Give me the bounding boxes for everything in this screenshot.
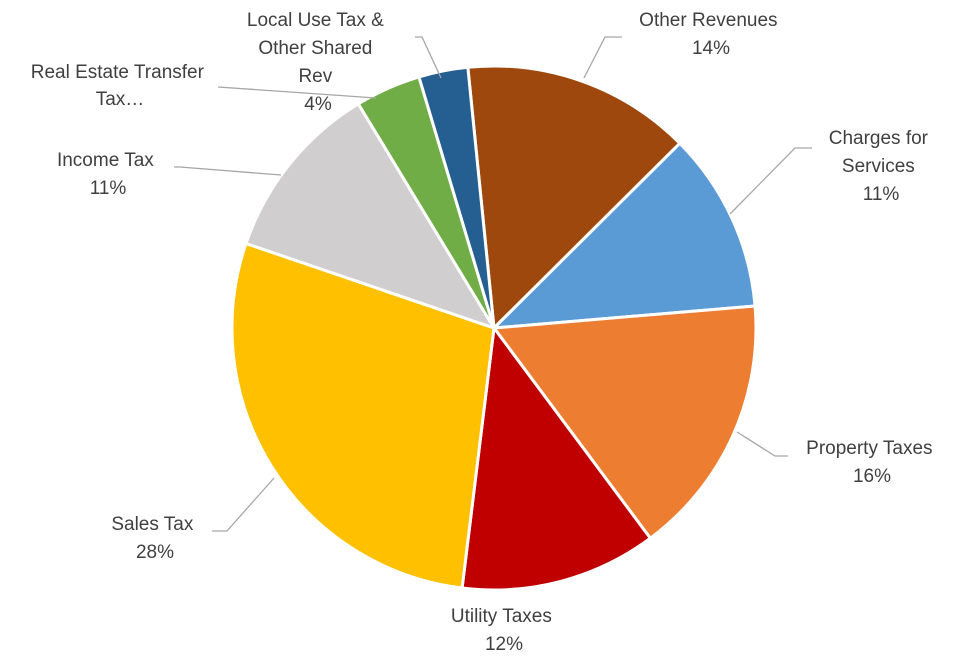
slice-property-taxes [492, 304, 758, 540]
slice-sales-tax [230, 242, 496, 590]
label-charges-for-services: Charges for Services 11% [829, 128, 934, 205]
leader-line-other-revenues [583, 36, 622, 79]
leader-line-charges-for-services [729, 147, 812, 215]
slice-local-use-tax-other-shared-rev [417, 65, 496, 330]
label-property-taxes: Property Taxes 16% [806, 438, 938, 487]
leader-line-sales-tax [212, 477, 275, 532]
leader-line-property-taxes [736, 431, 788, 457]
leader-lines [174, 36, 812, 532]
slice-other-revenues [466, 64, 682, 330]
label-other-revenues: Other Revenues 14% [639, 10, 783, 59]
slice-income-tax [244, 102, 496, 330]
leader-line-real-estate-transfer-tax [217, 86, 377, 99]
label-sales-tax: Sales Tax 28% [111, 514, 198, 563]
leader-line-income-tax [174, 166, 282, 176]
label-local-use-tax: Local Use Tax & Other Shared Rev 4% [247, 10, 389, 115]
slice-utility-taxes [460, 326, 652, 592]
slice-labels: Other Revenues 14% Charges for Services … [31, 10, 938, 655]
leader-line-local-use-tax [415, 36, 442, 79]
pie-slices [230, 64, 758, 592]
slice-charges-for-services [492, 141, 757, 330]
label-real-estate-transfer-tax: Real Estate Transfer Tax… [31, 62, 209, 110]
label-income-tax: Income Tax 11% [57, 150, 159, 199]
label-utility-taxes: Utility Taxes 12% [451, 606, 557, 655]
